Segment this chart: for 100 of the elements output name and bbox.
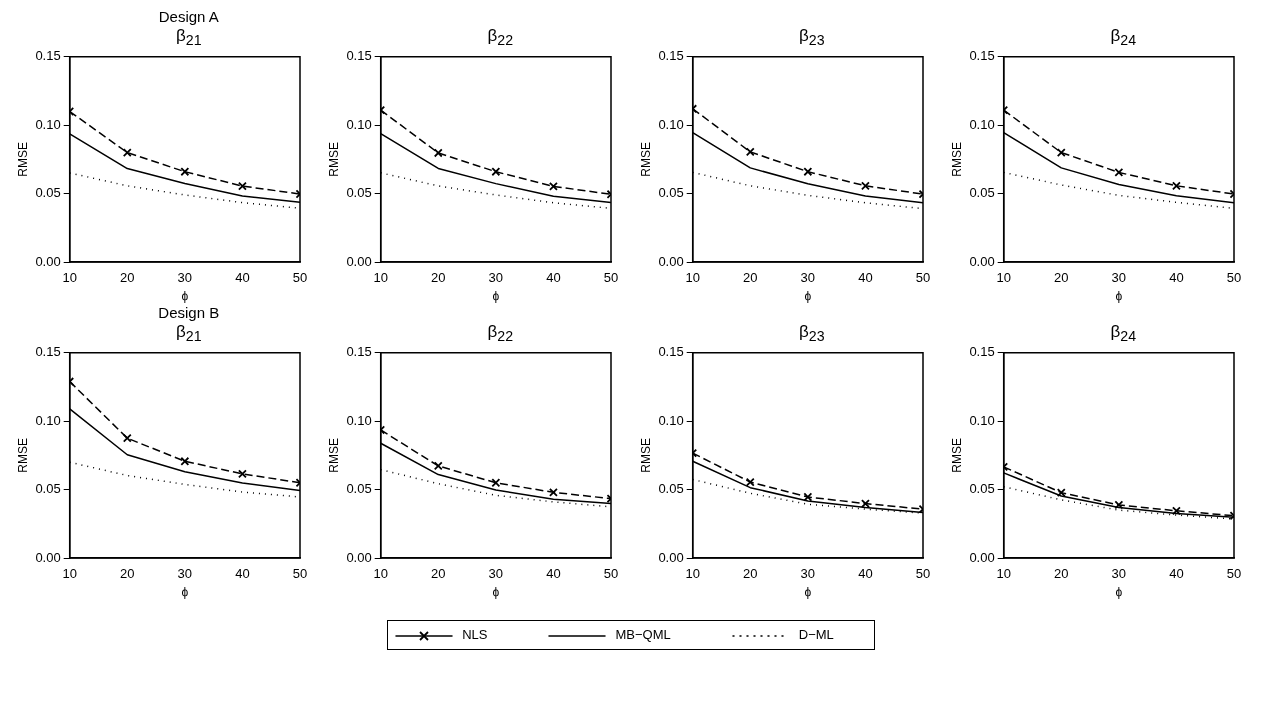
y-tick-label: 0.10 (346, 116, 372, 132)
legend-label: NLS (461, 627, 488, 643)
y-tick-label: 0.15 (658, 344, 684, 360)
x-tick-label: 50 (915, 270, 930, 286)
y-tick-label: 0.10 (658, 412, 684, 428)
y-tick-label: 0.10 (969, 116, 995, 132)
x-axis-title: ϕ (1115, 289, 1123, 304)
x-axis-title: ϕ (492, 289, 500, 304)
x-tick-label: 20 (119, 270, 135, 286)
x-tick-label: 30 (488, 566, 504, 582)
x-tick-label: 30 (177, 566, 192, 582)
chart-title: β$_{23}$ (798, 26, 826, 49)
x-tick-label: 40 (857, 270, 873, 286)
x-tick-label: 30 (177, 270, 192, 286)
x-tick-label: 30 (1111, 270, 1127, 286)
y-tick-label: 0.05 (658, 185, 684, 201)
x-tick-label: 50 (1227, 270, 1242, 286)
legend-label: D−ML (797, 627, 834, 643)
y-axis-title: RMSE (326, 142, 341, 177)
y-tick-label: 0.15 (346, 48, 372, 64)
x-tick-label: 40 (1169, 270, 1184, 286)
x-tick-label: 50 (604, 566, 619, 582)
x-tick-label: 30 (1111, 566, 1127, 582)
y-axis-title: RMSE (15, 438, 30, 473)
x-tick-label: 50 (292, 566, 307, 582)
y-tick-label: 0.15 (658, 48, 684, 64)
y-axis-title: RMSE (638, 438, 653, 473)
y-tick-label: 0.10 (35, 116, 61, 132)
y-tick-label: 0.00 (346, 253, 372, 269)
x-axis-title: ϕ (181, 289, 189, 304)
chart-title: β$_{24}$ (1109, 26, 1137, 49)
x-axis-title: ϕ (181, 585, 189, 600)
x-tick-label: 40 (234, 270, 250, 286)
y-tick-label: 0.00 (969, 253, 995, 269)
x-tick-label: 10 (996, 566, 1012, 582)
x-tick-label: 10 (373, 566, 389, 582)
y-tick-label: 0.15 (35, 344, 61, 360)
y-tick-label: 0.05 (346, 185, 372, 201)
x-tick-label: 10 (996, 270, 1012, 286)
y-axis-title: RMSE (15, 142, 30, 177)
x-tick-label: 30 (800, 270, 815, 286)
chart-subtitle: Design B (157, 304, 221, 322)
y-axis-title: RMSE (326, 438, 341, 473)
legend-label: MB−QML (614, 627, 671, 643)
x-tick-label: 10 (62, 270, 77, 286)
y-tick-label: 0.10 (658, 116, 684, 132)
chart-title: β$_{22}$ (486, 26, 514, 49)
x-tick-label: 50 (915, 566, 930, 582)
x-tick-label: 40 (857, 566, 873, 582)
chart-subtitle: Design A (157, 8, 220, 26)
x-tick-label: 40 (1169, 566, 1184, 582)
x-tick-label: 50 (604, 270, 619, 286)
y-tick-label: 0.05 (346, 481, 372, 497)
x-tick-label: 20 (1054, 566, 1069, 582)
y-tick-label: 0.00 (658, 549, 684, 565)
y-tick-label: 0.15 (35, 48, 61, 64)
x-tick-label: 20 (119, 566, 135, 582)
y-tick-label: 0.05 (969, 481, 995, 497)
chart-title: β$_{23}$ (798, 322, 826, 345)
y-tick-label: 0.15 (969, 344, 995, 360)
x-axis-title: ϕ (1115, 585, 1123, 600)
chart-title: β$_{21}$ (175, 26, 203, 49)
y-tick-label: 0.00 (346, 549, 372, 565)
y-tick-label: 0.05 (35, 185, 61, 201)
y-axis-title: RMSE (949, 142, 964, 177)
x-tick-label: 30 (488, 270, 504, 286)
y-tick-label: 0.00 (35, 253, 61, 269)
x-tick-label: 20 (742, 270, 758, 286)
x-tick-label: 30 (800, 566, 815, 582)
y-axis-title: RMSE (638, 142, 653, 177)
x-tick-label: 20 (742, 566, 758, 582)
y-tick-label: 0.00 (658, 253, 684, 269)
y-axis-title: RMSE (949, 438, 964, 473)
x-tick-label: 40 (546, 270, 561, 286)
x-tick-label: 40 (546, 566, 561, 582)
x-tick-label: 50 (1227, 566, 1242, 582)
y-tick-label: 0.10 (35, 412, 61, 428)
y-tick-label: 0.15 (969, 48, 995, 64)
x-axis-title: ϕ (492, 585, 500, 600)
y-tick-label: 0.00 (35, 549, 61, 565)
x-tick-label: 10 (685, 566, 700, 582)
x-tick-label: 10 (373, 270, 389, 286)
chart-title: β$_{24}$ (1109, 322, 1137, 345)
y-tick-label: 0.15 (346, 344, 372, 360)
y-tick-label: 0.10 (346, 412, 372, 428)
y-tick-label: 0.05 (969, 185, 995, 201)
x-tick-label: 20 (431, 566, 446, 582)
x-tick-label: 40 (234, 566, 250, 582)
chart-title: β$_{21}$ (175, 322, 203, 345)
x-tick-label: 10 (62, 566, 77, 582)
y-tick-label: 0.05 (35, 481, 61, 497)
chart-title: β$_{22}$ (486, 322, 514, 345)
x-tick-label: 20 (431, 270, 446, 286)
y-tick-label: 0.05 (658, 481, 684, 497)
y-tick-label: 0.00 (969, 549, 995, 565)
x-tick-label: 50 (292, 270, 307, 286)
x-axis-title: ϕ (804, 585, 812, 600)
x-tick-label: 20 (1054, 270, 1069, 286)
x-tick-label: 10 (685, 270, 700, 286)
x-axis-title: ϕ (804, 289, 812, 304)
